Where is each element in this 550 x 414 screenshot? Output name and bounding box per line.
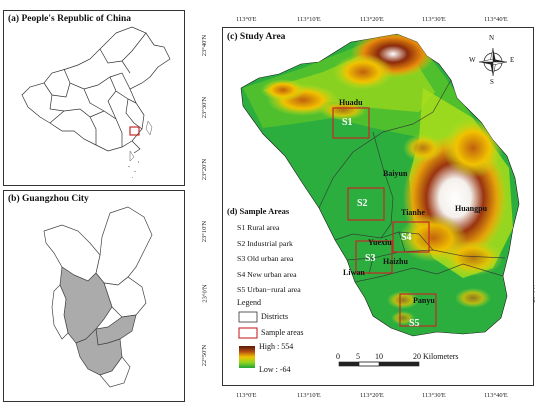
bottom-tick-label: 113°20'E: [360, 392, 384, 399]
guangzhou-panel: (b) Guangzhou City: [3, 190, 185, 402]
legend-elevation-ramp: [239, 346, 255, 368]
china-highlight-box: [129, 126, 140, 136]
legend-high-label: High : 554: [259, 342, 294, 351]
scale-bar: [338, 361, 420, 367]
place-label-baiyun: Baiyun: [383, 169, 408, 178]
left-tick-label: 23°30'N: [201, 96, 209, 119]
top-tick-label: 113°40'E: [484, 16, 508, 23]
place-label-yuexiu: Yuexiu: [368, 238, 392, 247]
sample-box-s4: [392, 221, 430, 253]
sample-code-s3: S3: [365, 253, 376, 264]
sample-area-item: S4 New urban area: [237, 269, 297, 279]
legend-sample-label: Sample areas: [261, 328, 304, 337]
sample-area-item: S2 Industrial park: [237, 238, 293, 248]
left-tick-label: 22°50'N: [201, 344, 209, 367]
sample-box-s5: [399, 293, 437, 327]
sample-area-item: S1 Rural area: [237, 223, 280, 232]
place-label-liwan: Liwan: [343, 268, 365, 277]
left-tick-label: 23°40'N: [201, 34, 209, 57]
sample-code-s2: S2: [357, 198, 368, 209]
sample-box-s3: [355, 240, 393, 274]
scale-label: 20 Kilometers: [413, 352, 459, 361]
bottom-tick-label: 113°10'E: [297, 392, 321, 399]
study-area-title: (c) Study Area: [227, 32, 286, 42]
legend-districts-label: Districts: [261, 312, 289, 321]
sample-box-s2: [347, 187, 385, 221]
elevation-map: [238, 33, 520, 368]
sample-area-item: S3 Old urban area: [237, 254, 294, 263]
bottom-tick-label: 113°30'E: [422, 392, 446, 399]
bottom-tick-label: 113°0'E: [236, 392, 257, 399]
china-panel-title: (a) People's Republic of China: [8, 14, 131, 24]
sample-area-item: S5 Urban−rural area: [237, 285, 301, 294]
study-area-panel: (c) Study Area N S E W Huadu Baiyun Huan…: [222, 27, 534, 386]
china-outline-map: [21, 26, 171, 179]
legend-low-label: Low : -64: [259, 365, 291, 374]
left-tick-label: 23°20'N: [201, 158, 209, 181]
top-tick-label: 113°10'E: [297, 16, 321, 23]
scale-label: 0: [336, 352, 340, 361]
left-tick-label: 23°10'N: [201, 220, 209, 243]
top-tick-label: 113°20'E: [360, 16, 384, 23]
sample-code-s4: S4: [401, 232, 412, 243]
scale-label: 10: [375, 352, 383, 361]
china-panel: (a) People's Republic of China: [3, 10, 185, 186]
place-label-haizhu: Haizhu: [383, 257, 408, 266]
sample-areas-list: S1 Rural area S2 Industrial park S3 Old …: [237, 220, 301, 298]
sample-code-s5: S5: [409, 318, 420, 329]
left-tick-label: 23°0'N: [201, 284, 209, 303]
bottom-tick-label: 113°40'E: [484, 392, 508, 399]
sample-box-s1: [332, 107, 370, 139]
compass-rose: [478, 47, 508, 77]
place-label-huangpu: Huangpu: [455, 204, 488, 213]
legend-sample-swatch: [238, 327, 258, 339]
scale-label: 5: [356, 352, 360, 361]
place-label-tianhe: Tianhe: [401, 208, 425, 217]
compass-label-s: S: [490, 78, 494, 86]
guangzhou-district-map: [43, 206, 153, 388]
compass-label-e: E: [510, 56, 515, 64]
compass-label-w: W: [469, 56, 476, 64]
legend-districts-swatch: [238, 311, 258, 323]
top-tick-label: 113°0'E: [236, 16, 257, 23]
sample-code-s1: S1: [342, 117, 353, 128]
place-label-panyu: Panyu: [413, 296, 435, 305]
compass-label-n: N: [489, 34, 495, 42]
guangzhou-panel-title: (b) Guangzhou City: [8, 194, 89, 204]
sample-areas-title: (d) Sample Areas: [227, 206, 290, 216]
place-label-huadu: Huadu: [339, 98, 363, 107]
legend-title: Legend: [237, 298, 261, 307]
top-tick-label: 113°30'E: [422, 16, 446, 23]
